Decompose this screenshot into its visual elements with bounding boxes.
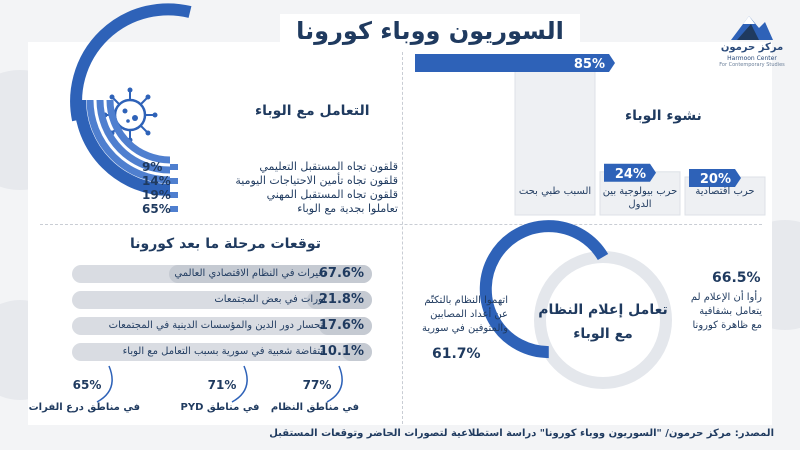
breakdown-label: في مناطق درع الفرات [28,402,140,413]
origin-value-tag [689,169,741,187]
logo-name-en: Harmoon Center [727,55,777,62]
expectation-value: 17.6% [318,318,364,333]
breakdown-label: في مناطق PYD [180,402,260,413]
media-left-text-1: اتهموا النظام بالتكتّم [424,295,508,306]
logo: مركز حرمون Harmoon Center For Contempora… [715,8,795,68]
media-right-text-2: يتعامل بشفافية [699,306,762,317]
expectation-value: 21.8% [318,292,364,307]
expectation-bar-fill [169,265,372,283]
origin-column [514,61,596,216]
expectation-bar-fill [319,317,372,335]
expectation-bar: تغيرات في النظام الاقتصادي العالمي 67.6% [72,265,372,283]
breakdown-value: 65% [72,378,102,392]
dealing-section-title: التعامل مع الوباء [255,103,370,119]
vertical-divider [402,52,403,424]
donut-center [551,268,655,372]
dealing-arc [86,99,171,184]
expectation-category-label: انحسار دور الدين والمؤسسات الدينية في ال… [108,320,326,331]
media-left-text-2: عن أعداد المصابين [430,309,508,320]
breakdown-connector [326,365,343,403]
source-note: المصدر: مركز حرمون/ "السوريون ووباء كورو… [269,428,774,439]
expectations-section-title: توقعات مرحلة ما بعد كورونا [130,236,321,252]
breakdown-value: 71% [207,378,237,392]
dealing-category-label: قلقون تجاه تأمين الاحتياجات اليومية [235,174,398,187]
origin-category-label: حرب اقتصادية [695,186,755,197]
media-right-text-3: مع ظاهرة كورونا [692,320,763,331]
dealing-value: 19% [142,188,171,202]
origin-value-tag [604,163,656,182]
media-right-text-1: رأوا أن الإعلام لم [690,292,762,303]
dealing-value: 9% [142,160,163,174]
origin-value-tag [415,54,615,72]
media-center-line2: مع الوباء [573,326,633,342]
dealing-value: 65% [142,202,171,216]
dealing-value: 14% [142,174,171,188]
origin-section-title: نشوء الوباء [625,108,702,124]
origin-category-label: حرب بيولوجية بين الدول [602,186,678,210]
dealing-outer-arc [70,3,192,122]
page-title: السوريون ووباء كورونا [280,14,580,48]
dealing-category-label: تعاملوا بجدية مع الوباء [297,202,398,215]
breakdown-connector [231,365,248,403]
expectation-category-label: ثورات في بعض المجتمعات [214,294,326,305]
expectation-bar-fill [307,291,372,309]
dealing-arc [106,99,171,164]
expectation-bar-fill [342,343,372,361]
logo-name-ar: مركز حرمون [720,42,784,53]
expectation-bar: ثورات في بعض المجتمعات 21.8% [72,291,372,309]
breakdown-label: في مناطق النظام [270,402,360,413]
expectation-bar: انحسار دور الدين والمؤسسات الدينية في ال… [72,317,372,335]
origin-value-label: 85% [574,57,605,72]
origin-value-label: 24% [615,167,646,182]
origin-value-label: 20% [700,172,731,187]
donut-value-arc [479,220,609,359]
dealing-category-label: قلقون تجاه المستقبل المهني [266,188,398,201]
dealing-category-label: قلقون تجاه المستقبل التعليمي [259,160,398,173]
horizontal-divider [40,224,762,225]
dealing-arc [96,99,171,174]
expectation-category-label: انتفاضة شعبية في سورية بسبب التعامل مع ا… [122,346,326,357]
expectation-category-label: تغيرات في النظام الاقتصادي العالمي [174,268,326,279]
breakdown-connector [96,365,113,403]
mountain-icon [731,16,773,40]
expectation-value: 67.6% [318,266,364,281]
expectation-bar: انتفاضة شعبية في سورية بسبب التعامل مع ا… [72,343,372,361]
media-right-value: 66.5% [712,270,761,286]
media-left-value: 61.7% [432,346,481,362]
logo-sub-en: For Contemporary Studies [719,62,785,68]
media-center-line1: تعامل إعلام النظام [538,302,668,318]
breakdown-value: 77% [302,378,332,392]
expectation-value: 10.1% [318,344,364,359]
media-left-text-3: والمتوفين في سورية [421,323,508,334]
origin-category-label: السبب طبي بحت [518,186,592,197]
